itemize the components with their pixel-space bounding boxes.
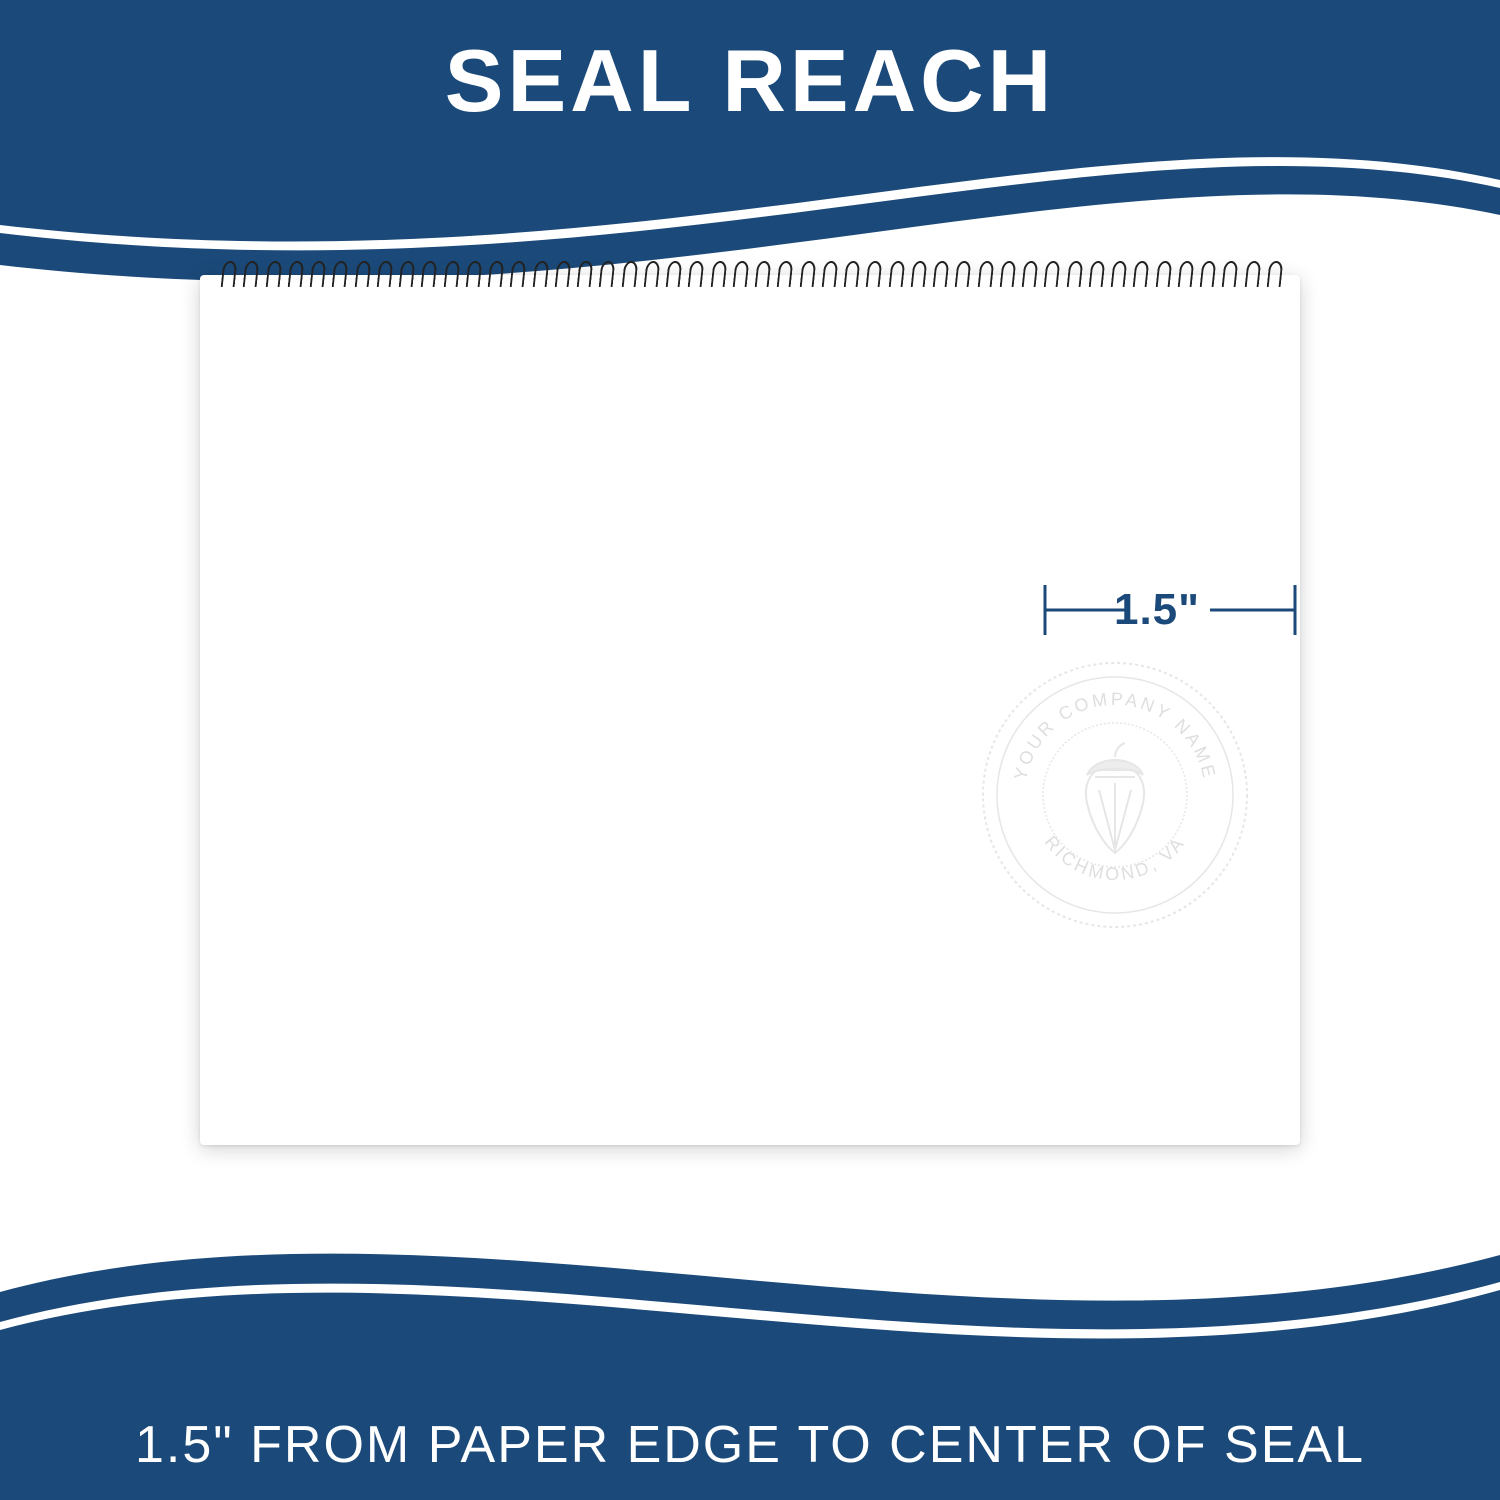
spiral-loop <box>576 261 590 289</box>
spiral-loop <box>287 261 301 289</box>
spiral-binding <box>220 261 1280 289</box>
spiral-loop <box>799 261 813 289</box>
spiral-loop <box>398 261 412 289</box>
spiral-loop <box>1043 261 1057 289</box>
spiral-loop <box>1266 261 1280 289</box>
spiral-loop <box>1155 261 1169 289</box>
spiral-loop <box>509 261 523 289</box>
spiral-loop <box>354 261 368 289</box>
spiral-loop <box>1221 261 1235 289</box>
spiral-loop <box>220 261 234 289</box>
infographic-frame: SEAL REACH 1.5" YOUR COMPANY NAME <box>0 0 1500 1500</box>
page-title: SEAL REACH <box>445 30 1055 220</box>
spiral-loop <box>1132 261 1146 289</box>
spiral-loop <box>1199 261 1213 289</box>
spiral-loop <box>1244 261 1258 289</box>
spiral-loop <box>999 261 1013 289</box>
spiral-loop <box>309 261 323 289</box>
spiral-loop <box>954 261 968 289</box>
spiral-loop <box>1177 261 1191 289</box>
spiral-loop <box>843 261 857 289</box>
spiral-loop <box>1088 261 1102 289</box>
spiral-loop <box>932 261 946 289</box>
spiral-loop <box>532 261 546 289</box>
spiral-loop <box>821 261 835 289</box>
spiral-loop <box>754 261 768 289</box>
spiral-loop <box>665 261 679 289</box>
spiral-loop <box>465 261 479 289</box>
spiral-loop <box>977 261 991 289</box>
spiral-loop <box>487 261 501 289</box>
spiral-loop <box>687 261 701 289</box>
spiral-loop <box>1066 261 1080 289</box>
spiral-loop <box>621 261 635 289</box>
embossed-seal: YOUR COMPANY NAME RICHMOND, VA <box>975 655 1255 935</box>
spiral-loop <box>865 261 879 289</box>
spiral-loop <box>888 261 902 289</box>
spiral-loop <box>643 261 657 289</box>
spiral-loop <box>598 261 612 289</box>
spiral-loop <box>554 261 568 289</box>
header: SEAL REACH <box>0 0 1500 220</box>
spiral-loop <box>242 261 256 289</box>
spiral-loop <box>710 261 724 289</box>
spiral-loop <box>376 261 390 289</box>
spiral-loop <box>420 261 434 289</box>
spiral-loop <box>331 261 345 289</box>
spiral-loop <box>443 261 457 289</box>
spiral-loop <box>265 261 279 289</box>
acorn-icon <box>1086 743 1144 853</box>
footer: 1.5" FROM PAPER EDGE TO CENTER OF SEAL <box>0 1360 1500 1500</box>
spiral-loop <box>1021 261 1035 289</box>
measure-label: 1.5" <box>1114 585 1200 635</box>
spiral-loop <box>910 261 924 289</box>
spiral-loop <box>732 261 746 289</box>
spiral-loop <box>776 261 790 289</box>
footer-caption: 1.5" FROM PAPER EDGE TO CENTER OF SEAL <box>135 1415 1365 1475</box>
spiral-loop <box>1110 261 1124 289</box>
